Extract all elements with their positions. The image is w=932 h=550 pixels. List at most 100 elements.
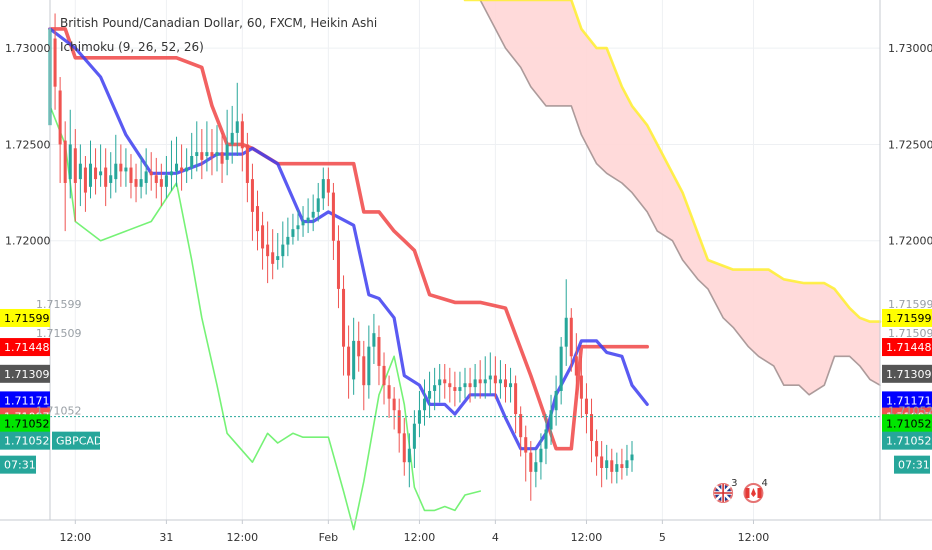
candle-body — [220, 152, 224, 164]
candle-body — [94, 167, 98, 180]
candle-body — [377, 337, 381, 366]
canada-flag-icon[interactable]: 4 — [743, 478, 768, 503]
ghost-price-left: 1.71599 — [36, 298, 82, 311]
candle-body — [579, 375, 583, 399]
price-tag-right-label: 1.71309 — [886, 368, 932, 381]
candle-body — [453, 387, 457, 391]
candle-body — [195, 152, 199, 156]
candle-body — [210, 152, 214, 156]
candle-body — [205, 152, 209, 156]
price-tag-right-bg — [882, 308, 932, 327]
y-tick-label-left: 1.73000 — [5, 42, 51, 55]
candle-body — [271, 252, 275, 264]
series-line-lagging — [49, 105, 482, 531]
candle-body — [200, 152, 204, 160]
price-tag-left-bg — [0, 308, 50, 327]
candle-body — [316, 198, 320, 212]
y-tick-label-right: 1.72500 — [888, 138, 932, 151]
candle-body — [240, 121, 244, 149]
candle-body — [367, 346, 371, 386]
candle-body — [362, 356, 366, 386]
price-tag-left-bg — [0, 431, 50, 450]
candle-body — [443, 379, 447, 384]
candle-body — [306, 217, 310, 222]
candle-body — [175, 163, 179, 172]
candle-body — [422, 398, 427, 411]
candle-body — [119, 163, 123, 172]
price-tag-left-label: 1.71171 — [4, 394, 50, 407]
candle-body — [104, 167, 108, 187]
price-tag-left-label: 1.71052 — [4, 417, 50, 430]
price-tag-left-bg — [0, 364, 50, 383]
candle-body — [595, 441, 599, 457]
candle-body — [261, 225, 265, 249]
candle-body — [83, 167, 87, 193]
x-tick-label: 12:00 — [226, 531, 258, 544]
candle-body — [514, 383, 518, 415]
candle-body — [255, 206, 260, 232]
candle-body — [185, 167, 189, 172]
price-tag-right-bg — [882, 364, 932, 383]
candle-body — [549, 410, 553, 430]
candle-body — [463, 383, 467, 388]
candle-body — [584, 398, 588, 415]
candle-body — [519, 414, 523, 438]
timer-tag-left-bg — [0, 455, 36, 474]
candle-body — [276, 256, 280, 260]
candle-body — [412, 423, 416, 449]
candle-body — [433, 385, 437, 391]
price-tag-right-bg — [882, 414, 932, 433]
candle-body — [458, 387, 462, 391]
y-tick-label-right: 1.72000 — [888, 235, 932, 248]
uk-flag-icon[interactable]: 3 — [713, 478, 737, 503]
candle-body — [590, 414, 594, 442]
candle-body — [357, 340, 361, 357]
candle-body — [331, 192, 335, 241]
candle-body — [99, 171, 103, 176]
candle-body — [336, 240, 340, 289]
candle-body — [53, 38, 57, 87]
candle-body — [559, 346, 563, 391]
candle-body — [159, 179, 163, 187]
candle-body — [397, 410, 401, 434]
candle-body — [564, 317, 568, 347]
price-tag-left-label: 1.71448 — [4, 341, 50, 354]
candle-body — [169, 171, 173, 176]
price-tag-left-label: 1.71309 — [4, 368, 50, 381]
candle-body — [245, 144, 249, 183]
x-tick-label: 31 — [159, 531, 173, 544]
candle-body — [63, 140, 67, 183]
event-count: 4 — [761, 478, 767, 489]
price-tag-left-bg — [0, 338, 50, 357]
canada-flag-band — [757, 488, 762, 498]
candle-body — [266, 244, 270, 257]
x-tick-label: 12:00 — [571, 531, 603, 544]
candle-body — [620, 464, 624, 468]
candle-body — [503, 379, 508, 388]
candle-body — [124, 167, 128, 172]
candle-body — [144, 171, 148, 183]
ghost-price-right: 1.71509 — [888, 327, 932, 340]
candle-body — [139, 179, 143, 187]
candle-body — [286, 236, 290, 245]
x-tick-label: 12:00 — [59, 531, 91, 544]
candle-body — [281, 244, 285, 257]
series-line-base — [48, 27, 650, 451]
candle-body — [392, 398, 396, 411]
candle-body — [615, 464, 619, 472]
candle-body — [574, 356, 578, 376]
price-tag-right-bg — [882, 431, 932, 450]
price-tag-right-label: 1.71599 — [886, 312, 932, 325]
candle-body — [438, 379, 442, 386]
price-tag-left-label: 1.71052 — [4, 435, 50, 448]
candle-body — [630, 454, 634, 461]
legend-indicator: Ichimoku (9, 26, 52, 26) — [60, 40, 204, 54]
candle-body — [539, 448, 543, 463]
candle-body — [88, 163, 93, 187]
series-line-lead-b — [479, 0, 881, 396]
x-tick-label: 12:00 — [404, 531, 436, 544]
